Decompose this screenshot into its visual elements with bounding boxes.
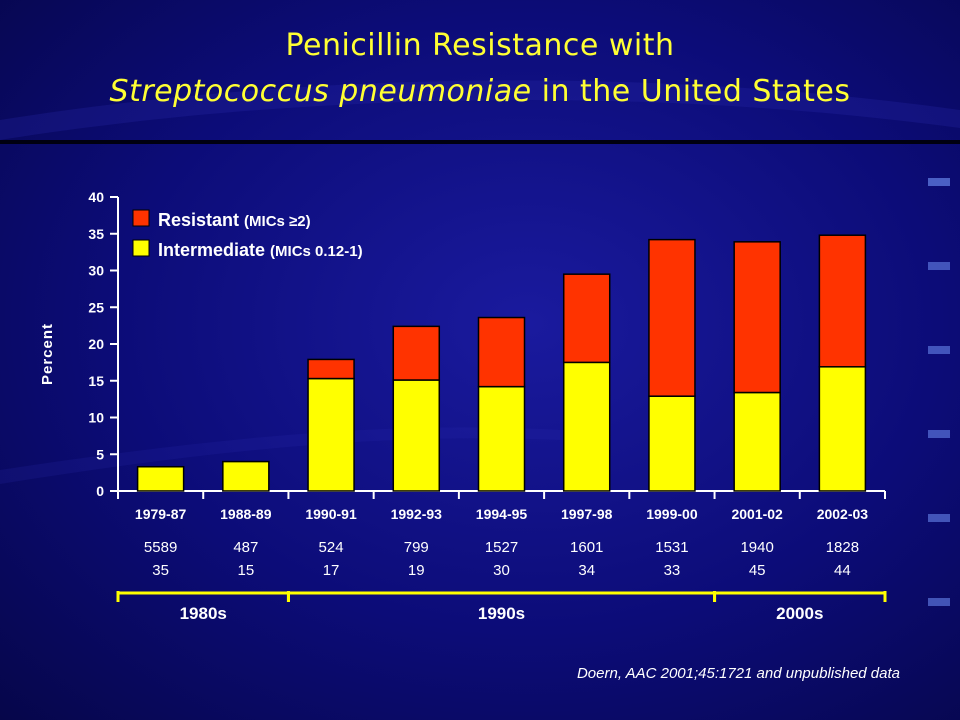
legend: Resistant (MICs ≥2) Intermediate (MICs 0.…: [132, 209, 363, 260]
bar-resistant: [392, 325, 441, 381]
count-isolates: 1601: [570, 539, 603, 556]
bar-intermediate: [477, 385, 526, 492]
decade-brackets: 1980s 1990s 2000s: [116, 591, 887, 623]
count-isolates: 1940: [740, 539, 773, 556]
page-title-line2: Streptococcus pneumoniae in the United S…: [0, 74, 960, 109]
x-tick-label: 2002-03: [817, 506, 869, 522]
bar-resistant: [733, 241, 781, 394]
count-centers: 17: [323, 562, 340, 579]
count-isolates: 524: [319, 539, 344, 556]
count-centers: 44: [834, 562, 851, 579]
y-tick-label: 10: [88, 410, 104, 426]
x-tick-label: 1994-95: [476, 506, 528, 522]
count-centers: 35: [152, 562, 169, 579]
bar-resistant: [648, 238, 696, 397]
x-tick-label: 2001-02: [731, 506, 783, 522]
count-centers: 33: [664, 562, 681, 579]
decade-label: 2000s: [776, 604, 823, 623]
x-tick-label: 1997-98: [561, 506, 613, 522]
legend-swatch: [132, 239, 150, 257]
legend-swatch: [132, 209, 150, 227]
count-isolates: 487: [233, 539, 258, 556]
bar-resistant: [818, 234, 867, 368]
y-tick-label: 30: [88, 263, 104, 279]
y-tick-label: 20: [88, 336, 104, 352]
title-divider: [0, 140, 960, 144]
decade-label: 1980s: [180, 604, 227, 623]
bar-intermediate: [818, 366, 867, 492]
legend-detail: (MICs 0.12-1): [270, 243, 363, 260]
y-axis-label: Percent: [39, 323, 56, 385]
count-centers: 15: [237, 562, 254, 579]
bar-resistant: [307, 358, 355, 380]
sample-counts: 5589 35 487 15 524 17 799 19 1527 30 1601 34 1531 33 1…: [144, 539, 859, 579]
count-centers: 19: [408, 562, 425, 579]
y-tick-label: 0: [96, 483, 104, 499]
bar-intermediate: [222, 460, 270, 492]
title-line2-rest: in the United States: [531, 74, 851, 109]
bar-intermediate: [136, 465, 185, 492]
bar-intermediate: [648, 395, 696, 492]
bar-resistant: [477, 316, 526, 388]
legend-label: Intermediate (MICs 0.12-1): [158, 240, 363, 260]
x-tick-label: 1990-91: [305, 506, 357, 522]
legend-label: Resistant (MICs ≥2): [158, 210, 311, 230]
y-tick-label: 25: [88, 299, 104, 315]
count-isolates: 5589: [144, 539, 177, 556]
count-centers: 34: [578, 562, 595, 579]
x-tick-label: 1992-93: [391, 506, 443, 522]
page-title-line1: Penicillin Resistance with: [285, 28, 675, 63]
bar-intermediate: [562, 361, 611, 492]
x-axis: 1979-87 1988-89 1990-91 1992-93 1994-95 1997-…: [117, 490, 886, 522]
x-tick-label: 1988-89: [220, 506, 272, 522]
bar-intermediate: [392, 379, 441, 492]
citation: Doern, AAC 2001;45:1721 and unpublished …: [576, 665, 900, 682]
count-centers: 30: [493, 562, 510, 579]
bar-resistant: [562, 273, 611, 364]
organism-name: Streptococcus pneumoniae: [109, 74, 532, 109]
y-tick-label: 5: [96, 446, 104, 462]
decade-label: 1990s: [478, 604, 525, 623]
y-axis: 0 5 10 15 20 25 30 35 40: [88, 189, 119, 499]
y-tick-label: 35: [88, 226, 104, 242]
x-tick-label: 1999-00: [646, 506, 698, 522]
bars: [136, 234, 867, 492]
count-isolates: 1531: [655, 539, 688, 556]
bar-intermediate: [307, 377, 355, 492]
bar-intermediate: [733, 391, 781, 492]
y-tick-label: 40: [88, 189, 104, 205]
y-tick-label: 15: [88, 373, 104, 389]
count-isolates: 799: [404, 539, 429, 556]
legend-detail: (MICs ≥2): [244, 213, 311, 230]
count-isolates: 1828: [826, 539, 859, 556]
count-centers: 45: [749, 562, 766, 579]
x-tick-label: 1979-87: [135, 506, 187, 522]
count-isolates: 1527: [485, 539, 518, 556]
